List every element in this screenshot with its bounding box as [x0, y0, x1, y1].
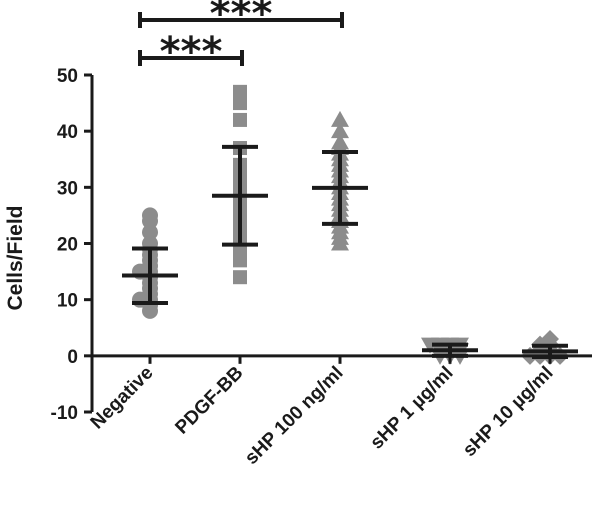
data-point: [233, 253, 247, 268]
data-point: [142, 224, 158, 241]
x-category-label: PDGF-BB: [171, 363, 247, 439]
significance-label: ***: [210, 0, 273, 37]
mean-sd-layer: [122, 144, 578, 359]
y-tick-label: 10: [57, 291, 78, 312]
significance-label: ***: [160, 29, 223, 75]
data-point: [233, 112, 247, 127]
data-point: [233, 270, 247, 285]
y-tick-label: 40: [57, 122, 78, 143]
data-point: [233, 84, 247, 99]
significance-layer: ******: [138, 0, 344, 75]
data-point: [331, 234, 349, 251]
data-point: [331, 110, 349, 127]
data-point: [233, 96, 247, 111]
x-category-label: sHP 1 µg/ml: [366, 363, 457, 454]
y-tick-label: 30: [57, 178, 78, 199]
data-point: [421, 337, 439, 354]
x-category-label: sHP 10 µg/ml: [459, 363, 558, 462]
data-point: [331, 122, 349, 139]
data-point: [142, 213, 158, 230]
y-tick-label: -10: [51, 403, 78, 424]
y-axis-title: Cells/Field: [4, 205, 27, 310]
y-tick-label: 50: [57, 66, 78, 87]
x-category-label: Negative: [87, 363, 158, 434]
data-point: [142, 302, 158, 319]
y-tick-label: 20: [57, 235, 78, 256]
x-category-label: sHP 100 ng/ml: [241, 363, 347, 469]
y-tick-label: 0: [67, 347, 78, 368]
